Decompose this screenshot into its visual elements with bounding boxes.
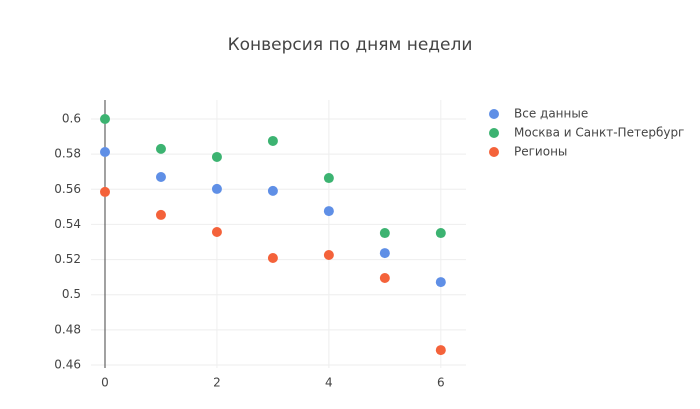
y-tick-label: 0.6 — [62, 111, 81, 125]
point — [211, 151, 222, 162]
point — [99, 113, 110, 124]
point — [267, 185, 278, 196]
point — [323, 206, 334, 217]
y-tick-label: 0.46 — [54, 358, 81, 372]
x-tick-label: 6 — [437, 376, 445, 390]
point — [379, 273, 390, 284]
point — [267, 252, 278, 263]
point — [323, 173, 334, 184]
point — [155, 171, 166, 182]
legend-marker — [489, 128, 499, 138]
y-tick-label: 0.54 — [54, 217, 81, 231]
chart-title: Конверсия по дням недели — [228, 35, 473, 55]
y-tick-label: 0.58 — [54, 147, 81, 161]
point — [99, 186, 110, 197]
point — [267, 135, 278, 146]
legend-label: Москва и Санкт-Петербург — [514, 126, 684, 140]
point — [211, 226, 222, 237]
point — [435, 345, 446, 356]
x-tick-label: 0 — [101, 376, 109, 390]
y-tick-label: 0.5 — [62, 287, 81, 301]
point — [323, 250, 334, 261]
point — [155, 209, 166, 220]
legend-label: Все данные — [514, 107, 588, 121]
point — [155, 143, 166, 154]
point — [379, 228, 390, 239]
point — [435, 277, 446, 288]
legend-marker — [489, 147, 499, 157]
x-tick-label: 2 — [213, 376, 221, 390]
point — [99, 147, 110, 158]
y-tick-label: 0.52 — [54, 252, 81, 266]
point — [379, 248, 390, 259]
point — [435, 228, 446, 239]
x-tick-label: 4 — [325, 376, 333, 390]
legend-marker — [489, 109, 499, 119]
point — [211, 183, 222, 194]
y-tick-label: 0.48 — [54, 322, 81, 336]
legend-label: Регионы — [514, 145, 567, 159]
y-tick-label: 0.56 — [54, 182, 81, 196]
